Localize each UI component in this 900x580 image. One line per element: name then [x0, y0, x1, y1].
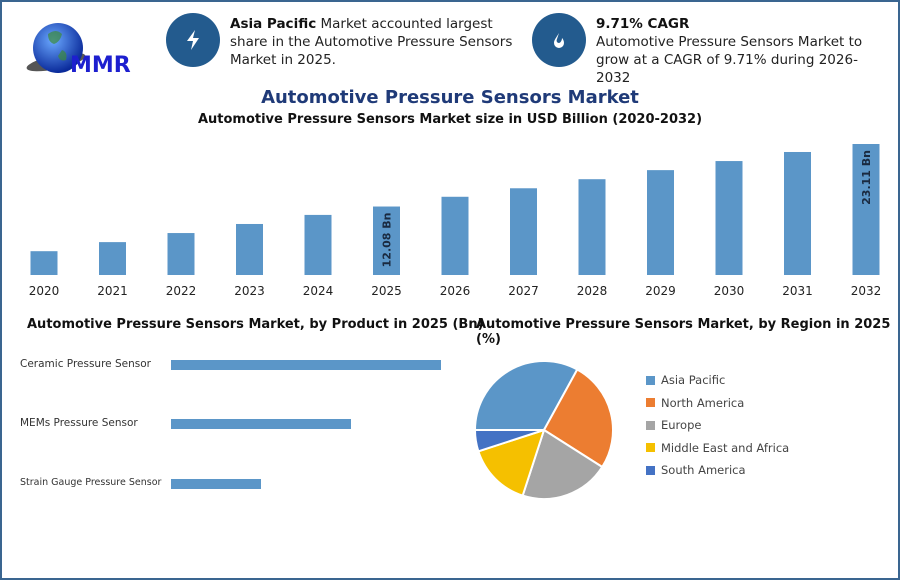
bar-2021	[99, 242, 126, 275]
x-tick-label: 2030	[714, 284, 745, 298]
legend-swatch	[646, 465, 655, 475]
bar-2020	[30, 251, 58, 275]
legend-item: South America	[646, 463, 746, 477]
legend-swatch	[646, 375, 655, 385]
x-tick-label: 2028	[577, 284, 608, 298]
bar-2028	[578, 179, 606, 275]
bar-2027	[510, 188, 537, 275]
x-tick-label: 2021	[97, 284, 128, 298]
bar-2025	[373, 206, 400, 275]
legend-item: Asia Pacific	[646, 373, 725, 387]
pie-slice-north-america	[542, 368, 614, 469]
product-label: Ceramic Pressure Sensor	[20, 358, 151, 370]
data-label: 23.11 Bn	[860, 150, 873, 205]
legend-label: Middle East and Africa	[661, 440, 790, 455]
bar-chart-title: Automotive Pressure Sensors Market size …	[197, 112, 703, 127]
data-label: 12.08 Bn	[381, 213, 394, 268]
pie-slice-asia-pacific	[473, 360, 579, 431]
x-tick-label: 2023	[234, 284, 265, 298]
legend-label: Europe	[661, 418, 702, 432]
mmr-logo: MMR	[20, 12, 140, 78]
bar-2029	[647, 170, 674, 275]
legend-label: South America	[661, 463, 746, 477]
x-tick-label: 2032	[851, 284, 882, 298]
region-chart-title: Automotive Pressure Sensors Market, by R…	[476, 317, 891, 347]
bar-2022	[167, 233, 195, 275]
bar-2031	[784, 151, 811, 275]
page-title: Automotive Pressure Sensors Market	[261, 87, 639, 108]
legend-item: Middle East and Africa	[646, 441, 789, 455]
legend-swatch	[646, 443, 655, 452]
growth-drop-icon	[532, 13, 586, 67]
bar-2026	[441, 196, 469, 275]
info-card-region: Asia Pacific Market accounted largest sh…	[230, 16, 513, 68]
legend-swatch	[646, 398, 655, 407]
x-tick-label: 2020	[29, 284, 60, 298]
x-tick-label: 2024	[303, 284, 334, 298]
legend-label: North America	[661, 395, 745, 410]
product-label: MEMs Pressure Sensor	[20, 417, 138, 429]
pie-slice-south-america	[473, 429, 545, 453]
legend-item: Europe	[646, 418, 701, 432]
product-bar	[171, 479, 261, 489]
market-size-bar-chart: 2020 2021 2022 2023 2024 2025 12.08 Bn 2026 2027…	[29, 144, 882, 298]
legend-label: Asia Pacific	[661, 373, 726, 387]
product-label: Strain Gauge Pressure Sensor	[20, 477, 162, 488]
x-tick-label: 2027	[508, 284, 539, 298]
x-tick-label: 2022	[166, 284, 197, 298]
product-chart-title: Automotive Pressure Sensors Market, by P…	[27, 317, 484, 332]
pie-slice-europe	[521, 428, 604, 500]
svg-text:MMR: MMR	[70, 53, 131, 76]
bar-2023	[236, 223, 263, 275]
x-tick-label: 2029	[645, 284, 676, 298]
lightning-icon	[166, 13, 220, 67]
x-tick-label: 2026	[440, 284, 471, 298]
product-bar	[171, 360, 441, 370]
x-tick-label: 2031	[782, 284, 813, 298]
info-card-cagr: 9.71% CAGR Automotive Pressure Sensors Ma…	[596, 16, 863, 86]
x-tick-label: 2025	[371, 284, 402, 298]
bar-2030	[715, 161, 743, 275]
region-pie-chart	[473, 360, 614, 500]
bar-2024	[304, 214, 332, 275]
product-bar	[171, 419, 352, 429]
legend-swatch	[646, 420, 655, 430]
legend-item: North America	[646, 396, 744, 410]
bar-2032	[852, 144, 880, 275]
